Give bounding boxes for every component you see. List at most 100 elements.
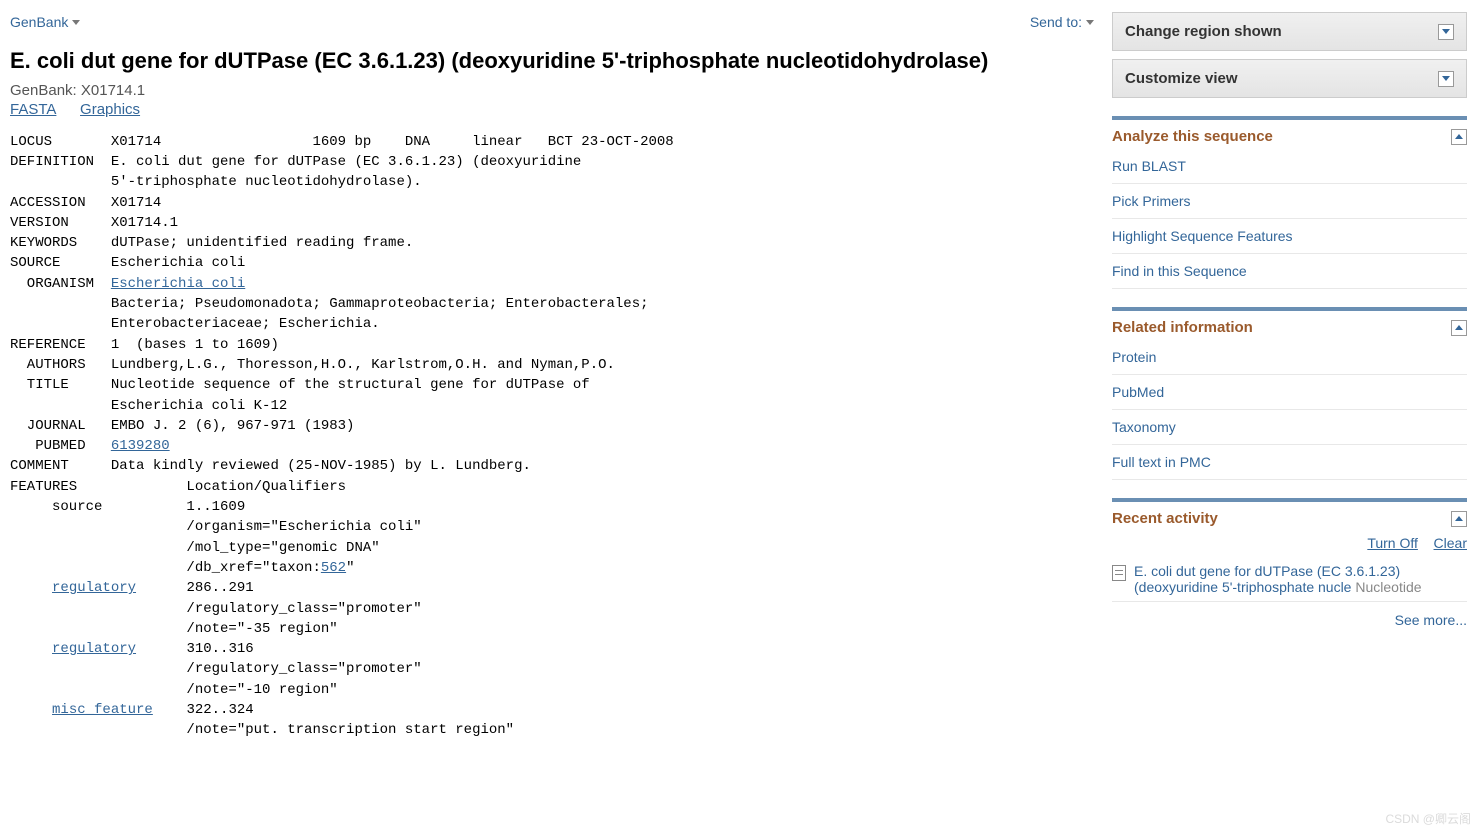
recent-activity-portlet: Recent activity Turn Off Clear E. coli d…	[1112, 498, 1467, 638]
feature-regulatory-1-note: /note="-35 region"	[10, 621, 338, 637]
list-item: Highlight Sequence Features	[1112, 219, 1467, 254]
feature-source-organism: /organism="Escherichia coli"	[10, 519, 422, 535]
turn-off-link[interactable]: Turn Off	[1367, 535, 1418, 551]
fasta-link[interactable]: FASTA	[10, 101, 56, 118]
definition-line-2: 5'-triphosphate nucleotidohydrolase).	[10, 174, 422, 190]
feature-regulatory-link[interactable]: regulatory	[52, 641, 136, 657]
definition-line: DEFINITION E. coli dut gene for dUTPase …	[10, 154, 581, 170]
feature-source-moltype: /mol_type="genomic DNA"	[10, 540, 380, 556]
comment-line: COMMENT Data kindly reviewed (25-NOV-198…	[10, 458, 531, 474]
pmc-link[interactable]: Full text in PMC	[1112, 454, 1211, 470]
related-list: Protein PubMed Taxonomy Full text in PMC	[1112, 340, 1467, 480]
chevron-up-icon	[1455, 325, 1463, 330]
authors-line: AUTHORS Lundberg,L.G., Thoresson,H.O., K…	[10, 357, 615, 373]
graphics-link[interactable]: Graphics	[80, 101, 140, 118]
feature-regulatory-link[interactable]: regulatory	[52, 580, 136, 596]
feature-misc-note: /note="put. transcription start region"	[10, 722, 514, 738]
portlet-header: Recent activity	[1112, 508, 1467, 531]
view-links: FASTA Graphics	[10, 101, 1094, 118]
organism-key: ORGANISM	[10, 276, 111, 292]
highlight-features-link[interactable]: Highlight Sequence Features	[1112, 228, 1293, 244]
customize-view-panel[interactable]: Customize view	[1112, 59, 1467, 98]
see-more-link[interactable]: See more...	[1395, 612, 1467, 628]
collapse-button[interactable]	[1451, 511, 1467, 527]
pubmed-key: PUBMED	[10, 438, 111, 454]
display-bar: GenBank Send to:	[10, 12, 1094, 36]
chevron-down-icon	[1442, 29, 1450, 34]
taxonomy-line-2: Enterobacteriaceae; Escherichia.	[10, 316, 380, 332]
list-item: Taxonomy	[1112, 410, 1467, 445]
watermark: CSDN @卿云阁	[1385, 810, 1471, 827]
list-item: Pick Primers	[1112, 184, 1467, 219]
feature-regulatory-2-loc: 310..316	[136, 641, 254, 657]
feature-misc-link[interactable]: misc_feature	[52, 702, 153, 718]
main-content: GenBank Send to: E. coli dut gene for dU…	[10, 12, 1112, 741]
caret-down-icon	[1086, 20, 1094, 25]
list-item: Protein	[1112, 340, 1467, 375]
features-header: FEATURES Location/Qualifiers	[10, 479, 346, 495]
collapse-button[interactable]	[1451, 129, 1467, 145]
taxon-link[interactable]: 562	[321, 560, 346, 576]
recent-activity-item[interactable]: E. coli dut gene for dUTPase (EC 3.6.1.2…	[1112, 557, 1467, 602]
keywords-line: KEYWORDS dUTPase; unidentified reading f…	[10, 235, 413, 251]
protein-link[interactable]: Protein	[1112, 349, 1156, 365]
page-title: E. coli dut gene for dUTPase (EC 3.6.1.2…	[10, 46, 1094, 76]
run-blast-link[interactable]: Run BLAST	[1112, 158, 1186, 174]
collapse-button[interactable]	[1451, 320, 1467, 336]
format-selector-label: GenBank	[10, 14, 68, 30]
sendto-selector-label: Send to:	[1030, 14, 1082, 30]
related-portlet: Related information Protein PubMed Taxon…	[1112, 307, 1467, 480]
document-icon	[1112, 565, 1126, 581]
expand-button[interactable]	[1438, 71, 1454, 87]
analyze-list: Run BLAST Pick Primers Highlight Sequenc…	[1112, 149, 1467, 289]
feature-regulatory-2-note: /note="-10 region"	[10, 682, 338, 698]
change-region-panel[interactable]: Change region shown	[1112, 12, 1467, 51]
feature-source: source 1..1609	[10, 499, 245, 515]
list-item: PubMed	[1112, 375, 1467, 410]
related-title: Related information	[1112, 319, 1253, 336]
chevron-up-icon	[1455, 134, 1463, 139]
recent-item-db: Nucleotide	[1355, 579, 1421, 595]
locus-line: LOCUS X01714 1609 bp DNA linear BCT 23-O…	[10, 134, 674, 150]
feature-regulatory-1-class: /regulatory_class="promoter"	[10, 601, 422, 617]
list-item: Full text in PMC	[1112, 445, 1467, 480]
feature-source-dbxref-1: /db_xref="taxon:	[10, 560, 321, 576]
reference-line: REFERENCE 1 (bases 1 to 1609)	[10, 337, 279, 353]
version-line: VERSION X01714.1	[10, 215, 178, 231]
accession-line: ACCESSION X01714	[10, 195, 161, 211]
customize-view-title: Customize view	[1125, 70, 1238, 87]
caret-down-icon	[72, 20, 80, 25]
sendto-selector[interactable]: Send to:	[1030, 14, 1094, 30]
recent-actions: Turn Off Clear	[1112, 531, 1467, 557]
taxonomy-link[interactable]: Taxonomy	[1112, 419, 1176, 435]
analyze-title: Analyze this sequence	[1112, 128, 1273, 145]
portlet-header: Related information	[1112, 317, 1467, 340]
organism-link[interactable]: Escherichia coli	[111, 276, 245, 292]
list-item: Find in this Sequence	[1112, 254, 1467, 289]
recent-item-text: E. coli dut gene for dUTPase (EC 3.6.1.2…	[1134, 563, 1467, 595]
recent-title: Recent activity	[1112, 510, 1218, 527]
format-selector[interactable]: GenBank	[10, 14, 80, 30]
feature-misc-loc: 322..324	[153, 702, 254, 718]
find-in-sequence-link[interactable]: Find in this Sequence	[1112, 263, 1247, 279]
change-region-title: Change region shown	[1125, 23, 1282, 40]
sidebar: Change region shown Customize view Analy…	[1112, 12, 1467, 741]
genbank-flatfile: LOCUS X01714 1609 bp DNA linear BCT 23-O…	[10, 132, 1094, 741]
feature-source-dbxref-2: "	[346, 560, 354, 576]
taxonomy-line-1: Bacteria; Pseudomonadota; Gammaproteobac…	[10, 296, 649, 312]
see-more: See more...	[1112, 602, 1467, 638]
clear-link[interactable]: Clear	[1434, 535, 1467, 551]
title-line-1: TITLE Nucleotide sequence of the structu…	[10, 377, 590, 393]
journal-line: JOURNAL EMBO J. 2 (6), 967-971 (1983)	[10, 418, 354, 434]
chevron-down-icon	[1442, 76, 1450, 81]
feature-regulatory-1-loc: 286..291	[136, 580, 254, 596]
feature-regulatory-2-class: /regulatory_class="promoter"	[10, 661, 422, 677]
pick-primers-link[interactable]: Pick Primers	[1112, 193, 1191, 209]
analyze-portlet: Analyze this sequence Run BLAST Pick Pri…	[1112, 116, 1467, 289]
pubmed-link[interactable]: PubMed	[1112, 384, 1164, 400]
title-line-2: Escherichia coli K-12	[10, 398, 287, 414]
accession-display: GenBank: X01714.1	[10, 82, 1094, 99]
pubmed-link[interactable]: 6139280	[111, 438, 170, 454]
expand-button[interactable]	[1438, 24, 1454, 40]
chevron-up-icon	[1455, 516, 1463, 521]
